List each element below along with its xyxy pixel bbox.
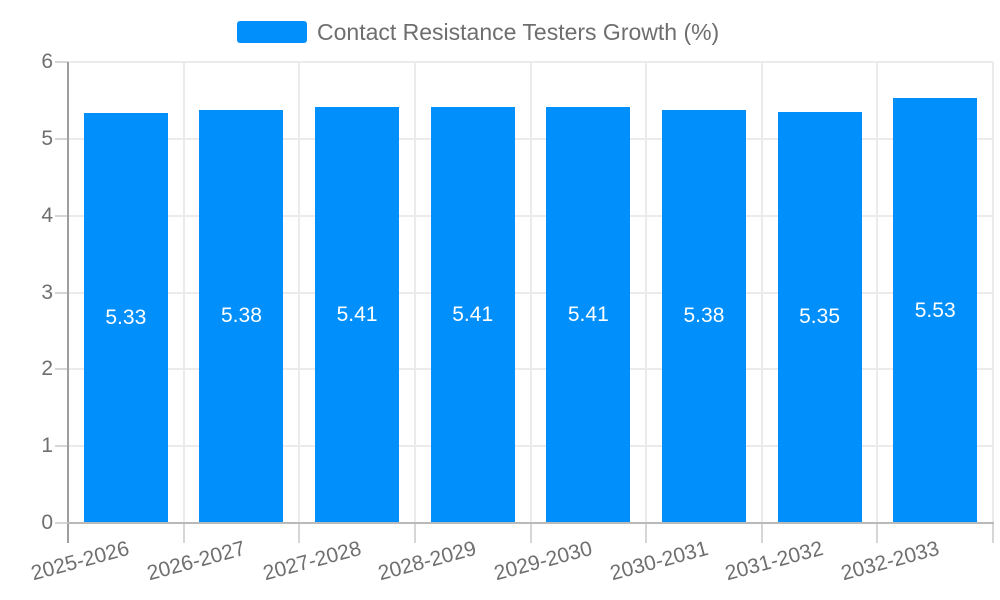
x-axis-label: 2027-2028	[260, 536, 364, 586]
bar-value-label: 5.41	[567, 303, 609, 327]
x-gridline	[182, 62, 185, 523]
bar-value-label: 5.38	[221, 304, 262, 328]
x-axis-tick	[298, 523, 301, 543]
x-axis-label: 2032-2033	[838, 536, 942, 586]
x-axis-label: 2029-2030	[491, 536, 595, 586]
x-gridline	[992, 62, 994, 523]
x-gridline	[413, 62, 416, 523]
y-axis-label: 5	[41, 126, 53, 150]
x-axis-tick	[760, 523, 763, 543]
y-axis-label: 1	[41, 434, 53, 458]
legend-label: Contact Resistance Testers Growth (%)	[317, 19, 720, 45]
bar-2029-2030	[546, 107, 631, 523]
y-axis-line	[67, 62, 69, 543]
x-axis-tick	[413, 523, 416, 543]
y-axis-tick	[55, 214, 68, 217]
y-axis-label: 0	[41, 511, 53, 534]
bar-2025-2026	[83, 113, 168, 523]
x-gridline	[298, 62, 301, 523]
bar-value-label: 5.41	[336, 303, 378, 327]
legend-swatch-icon	[237, 21, 307, 43]
x-axis-label: 2028-2029	[375, 536, 479, 586]
x-axis-label: 2031-2032	[722, 536, 826, 586]
bar-2028-2029	[430, 107, 515, 523]
y-axis-label: 4	[41, 203, 53, 227]
bar-value-label: 5.35	[799, 305, 840, 329]
x-axis-tick	[876, 523, 879, 543]
y-axis-label: 3	[41, 280, 53, 304]
x-axis-tick	[645, 523, 648, 543]
x-axis-baseline	[67, 522, 994, 524]
x-axis-label: 2030-2031	[607, 536, 711, 586]
bar-value-label: 5.53	[914, 298, 956, 322]
x-axis-label: 2025-2026	[29, 536, 133, 586]
y-axis-tick	[55, 445, 68, 448]
x-gridline	[876, 62, 879, 523]
y-axis-label: 6	[41, 50, 53, 73]
bar-2027-2028	[315, 107, 400, 523]
bar-value-label: 5.38	[683, 304, 725, 328]
bar-2030-2031	[661, 109, 746, 523]
bar-2026-2027	[199, 109, 284, 523]
x-gridline	[645, 62, 648, 523]
x-axis-label: 2026-2027	[144, 536, 248, 586]
bar-2031-2032	[777, 111, 862, 523]
x-axis-tick	[182, 523, 185, 543]
x-axis-tick	[992, 523, 994, 543]
y-axis-tick	[55, 61, 68, 63]
legend-item[interactable]: Contact Resistance Testers Growth (%)	[237, 19, 720, 45]
y-axis-tick	[55, 368, 68, 371]
y-axis-label: 2	[41, 357, 53, 381]
bar-2032-2033	[893, 98, 978, 523]
y-axis-tick	[55, 137, 68, 140]
bar-value-label: 5.41	[452, 303, 494, 327]
x-gridline	[529, 62, 532, 523]
x-axis-tick	[529, 523, 532, 543]
y-axis-tick	[55, 522, 68, 524]
y-axis-tick	[55, 291, 68, 294]
bar-value-label: 5.33	[105, 306, 147, 330]
x-gridline	[760, 62, 763, 523]
